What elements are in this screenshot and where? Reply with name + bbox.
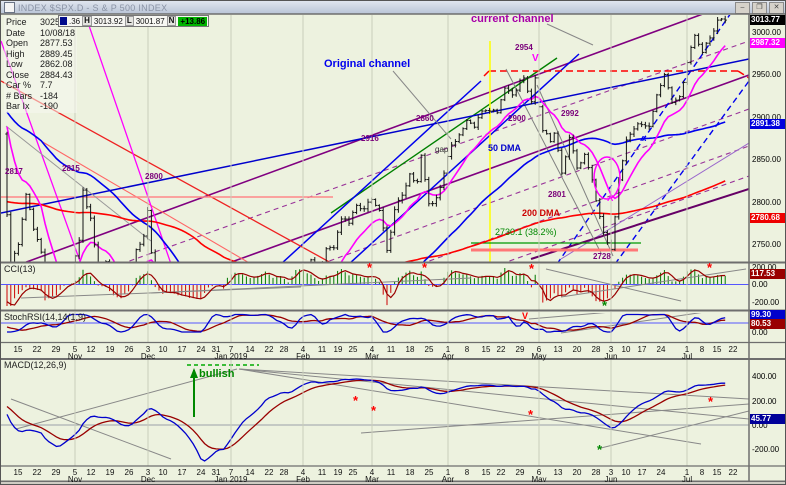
info-row: Car % 7.7 xyxy=(6,80,75,91)
info-row: # Bars -184 xyxy=(6,91,75,102)
info-row-value: 2889.45 xyxy=(40,48,73,59)
close-button[interactable]: ✕ xyxy=(769,1,784,14)
info-row: Open 2877.53 xyxy=(6,38,75,49)
info-row-label: High xyxy=(6,48,25,59)
info-row-value: 2877.53 xyxy=(40,38,73,48)
info-row-value: 10/08/18 xyxy=(40,27,76,38)
app-icon xyxy=(4,2,15,13)
quote-open-fragment: .36 xyxy=(69,16,81,26)
info-row-label: Car % xyxy=(6,80,32,90)
quote-color-swatch xyxy=(60,17,67,25)
title-bar: INDEX $SPX.D - S & P 500 INDEX – ❐ ✕ xyxy=(1,1,785,14)
chart-area[interactable]: CCI(13) StochRSI(14,14(1,9) MACD(12,26,9… xyxy=(1,13,785,484)
window-title: INDEX $SPX.D - S & P 500 INDEX xyxy=(18,2,168,13)
info-row-label: Bar Ix xyxy=(6,101,30,111)
info-row: Price 3025.60 xyxy=(6,17,75,28)
info-row: Low 2862.08 xyxy=(6,59,75,70)
info-row-label: Price xyxy=(6,17,27,27)
quote-low-value: 3001.87 xyxy=(135,16,165,26)
info-row-value: 3025.60 xyxy=(40,17,73,27)
info-row-value: 2862.08 xyxy=(40,59,73,69)
info-row-value: -190 xyxy=(40,101,59,111)
quote-low-key: L xyxy=(124,16,134,26)
maximize-button[interactable]: ❐ xyxy=(752,1,767,14)
info-row-value: 7.7 xyxy=(40,80,53,90)
info-row-label: Open xyxy=(6,38,29,48)
info-row: Close 2884.43 xyxy=(6,70,75,81)
bottom-frame-bar xyxy=(1,482,785,484)
quote-net-key: N xyxy=(166,16,177,26)
quote-info-panel: Price 3025.60 Date 10/08/18 Open 2877.53 High 2… xyxy=(4,16,78,113)
info-row-label: Date xyxy=(6,27,26,38)
minimize-button[interactable]: – xyxy=(735,1,750,14)
info-row-label: # Bars xyxy=(6,90,33,101)
info-row: Date 10/08/18 xyxy=(6,28,75,39)
info-row-value: 2884.43 xyxy=(40,69,73,80)
quote-high-key: H xyxy=(82,16,92,26)
quote-high-value: 3013.92 xyxy=(93,16,123,26)
info-row-value: -184 xyxy=(40,90,59,101)
net-change-badge: +13.86 xyxy=(178,16,208,26)
info-row-label: Low xyxy=(6,59,23,69)
info-row: Bar Ix -190 xyxy=(6,101,75,112)
info-row: High 2889.45 xyxy=(6,49,75,60)
ohlc-quote-strip: .36 H 3013.92 L 3001.87 N +13.86 xyxy=(58,15,210,27)
info-row-label: Close xyxy=(6,69,30,80)
